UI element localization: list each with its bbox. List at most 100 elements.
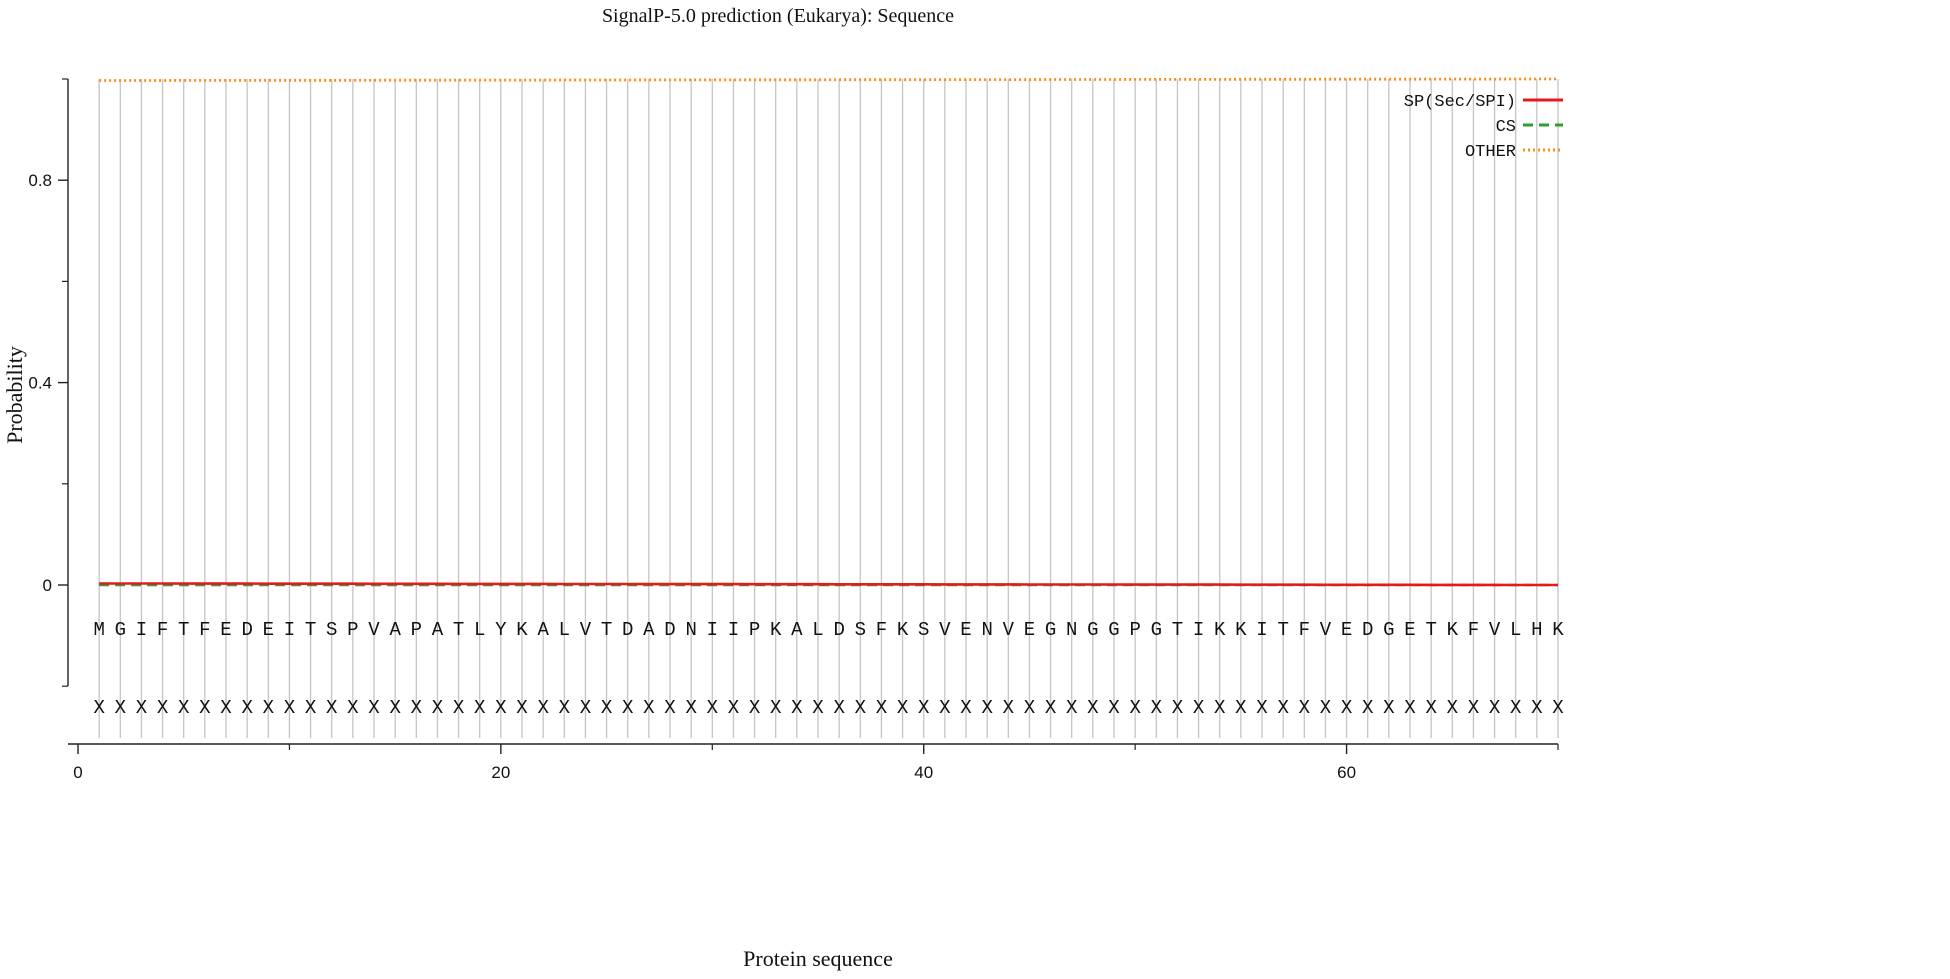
x-tick-label-1: 20 [491, 763, 510, 782]
residue-label-17: A [432, 619, 444, 641]
residue-label-29: N [685, 619, 696, 641]
residue-label-65: K [1447, 619, 1459, 641]
residue-label-62: G [1383, 619, 1394, 641]
residue-label-52: T [1172, 619, 1183, 641]
annotation-label-35: X [812, 697, 824, 719]
residue-label-45: E [1024, 619, 1035, 641]
annotation-label-54: X [1214, 697, 1226, 719]
annotation-label-56: X [1256, 697, 1268, 719]
annotation-label-16: X [411, 697, 423, 719]
residue-label-18: T [453, 619, 464, 641]
y-tick-label-1: 0.4 [28, 374, 52, 393]
annotation-label-18: X [453, 697, 465, 719]
annotation-label-41: X [939, 697, 951, 719]
residue-label-11: T [305, 619, 316, 641]
annotation-label-9: X [263, 697, 275, 719]
y-axis-label: Probability [2, 346, 27, 444]
residue-label-46: G [1045, 619, 1056, 641]
residue-label-68: L [1510, 619, 1521, 641]
annotation-label-14: X [368, 697, 380, 719]
legend-label-1: SP(Sec/SPI) [1404, 93, 1516, 112]
residue-label-28: D [664, 619, 675, 641]
residue-label-20: Y [495, 619, 507, 641]
residue-label-36: D [833, 619, 844, 641]
annotation-label-3: X [136, 697, 148, 719]
annotation-label-44: X [1003, 697, 1015, 719]
y-tick-label-2: 0.8 [28, 171, 52, 190]
residue-label-49: G [1108, 619, 1119, 641]
axes-layer: 0 0.4 0.8 0 20 40 60 [28, 78, 1559, 782]
residue-label-61: D [1362, 619, 1373, 641]
residue-label-27: A [643, 619, 655, 641]
annotation-label-30: X [707, 697, 719, 719]
residue-label-33: K [770, 619, 782, 641]
residue-label-69: H [1531, 619, 1542, 641]
residue-label-4: F [157, 619, 168, 641]
chart-title: SignalP-5.0 prediction (Eukarya): Sequen… [602, 5, 954, 27]
annotation-label-33: X [770, 697, 782, 719]
annotation-label-13: X [347, 697, 359, 719]
x-tick-label-0: 0 [73, 763, 82, 782]
residue-label-66: F [1468, 619, 1479, 641]
annotation-label-52: X [1172, 697, 1184, 719]
residue-label-53: I [1193, 619, 1204, 641]
annotation-label-43: X [981, 697, 993, 719]
residue-label-37: S [855, 619, 866, 641]
residue-label-34: A [791, 619, 803, 641]
annotation-label-25: X [601, 697, 613, 719]
residue-label-50: P [1129, 619, 1140, 641]
annotation-label-67: X [1489, 697, 1501, 719]
annotation-label-22: X [537, 697, 549, 719]
annotation-label-51: X [1151, 697, 1163, 719]
residue-label-26: D [622, 619, 633, 641]
residue-label-19: L [474, 619, 485, 641]
annotation-label-38: X [876, 697, 888, 719]
residue-label-35: L [812, 619, 823, 641]
residue-label-63: E [1404, 619, 1415, 641]
annotation-label-57: X [1277, 697, 1289, 719]
residue-label-32: P [749, 619, 760, 641]
annotation-label-26: X [622, 697, 634, 719]
annotation-label-19: X [474, 697, 486, 719]
annotation-label-4: X [157, 697, 169, 719]
annotation-label-49: X [1108, 697, 1120, 719]
residue-label-22: A [537, 619, 549, 641]
residue-label-51: G [1151, 619, 1162, 641]
annotation-label-68: X [1510, 697, 1522, 719]
residue-label-9: E [263, 619, 274, 641]
annotation-label-47: X [1066, 697, 1078, 719]
residue-label-41: V [939, 619, 951, 641]
residue-label-12: S [326, 619, 337, 641]
residue-label-48: G [1087, 619, 1098, 641]
y-tick-label-0: 0 [43, 576, 52, 595]
annotation-label-21: X [516, 697, 528, 719]
residue-label-16: P [411, 619, 422, 641]
annotation-label-12: X [326, 697, 338, 719]
annotation-label-61: X [1362, 697, 1374, 719]
legend-layer: SP(Sec/SPI) CS OTHER [1404, 93, 1563, 162]
residue-label-60: E [1341, 619, 1352, 641]
annotation-label-46: X [1045, 697, 1057, 719]
x-tick-label-3: 60 [1337, 763, 1356, 782]
residue-label-67: V [1489, 619, 1501, 641]
annotation-label-58: X [1299, 697, 1311, 719]
annotation-label-2: X [115, 697, 127, 719]
annotation-label-62: X [1383, 697, 1395, 719]
annotation-label-7: X [220, 697, 232, 719]
annotation-label-70: X [1552, 697, 1564, 719]
residue-label-38: F [876, 619, 887, 641]
annotation-label-64: X [1425, 697, 1437, 719]
annotation-label-50: X [1129, 697, 1141, 719]
annotation-label-59: X [1320, 697, 1332, 719]
annotation-label-60: X [1341, 697, 1353, 719]
residue-label-3: I [136, 619, 147, 641]
residue-label-57: T [1277, 619, 1288, 641]
residue-label-6: F [199, 619, 210, 641]
residue-label-1: M [93, 619, 104, 641]
residue-label-15: A [389, 619, 401, 641]
residue-label-39: K [897, 619, 909, 641]
annotation-label-27: X [643, 697, 655, 719]
